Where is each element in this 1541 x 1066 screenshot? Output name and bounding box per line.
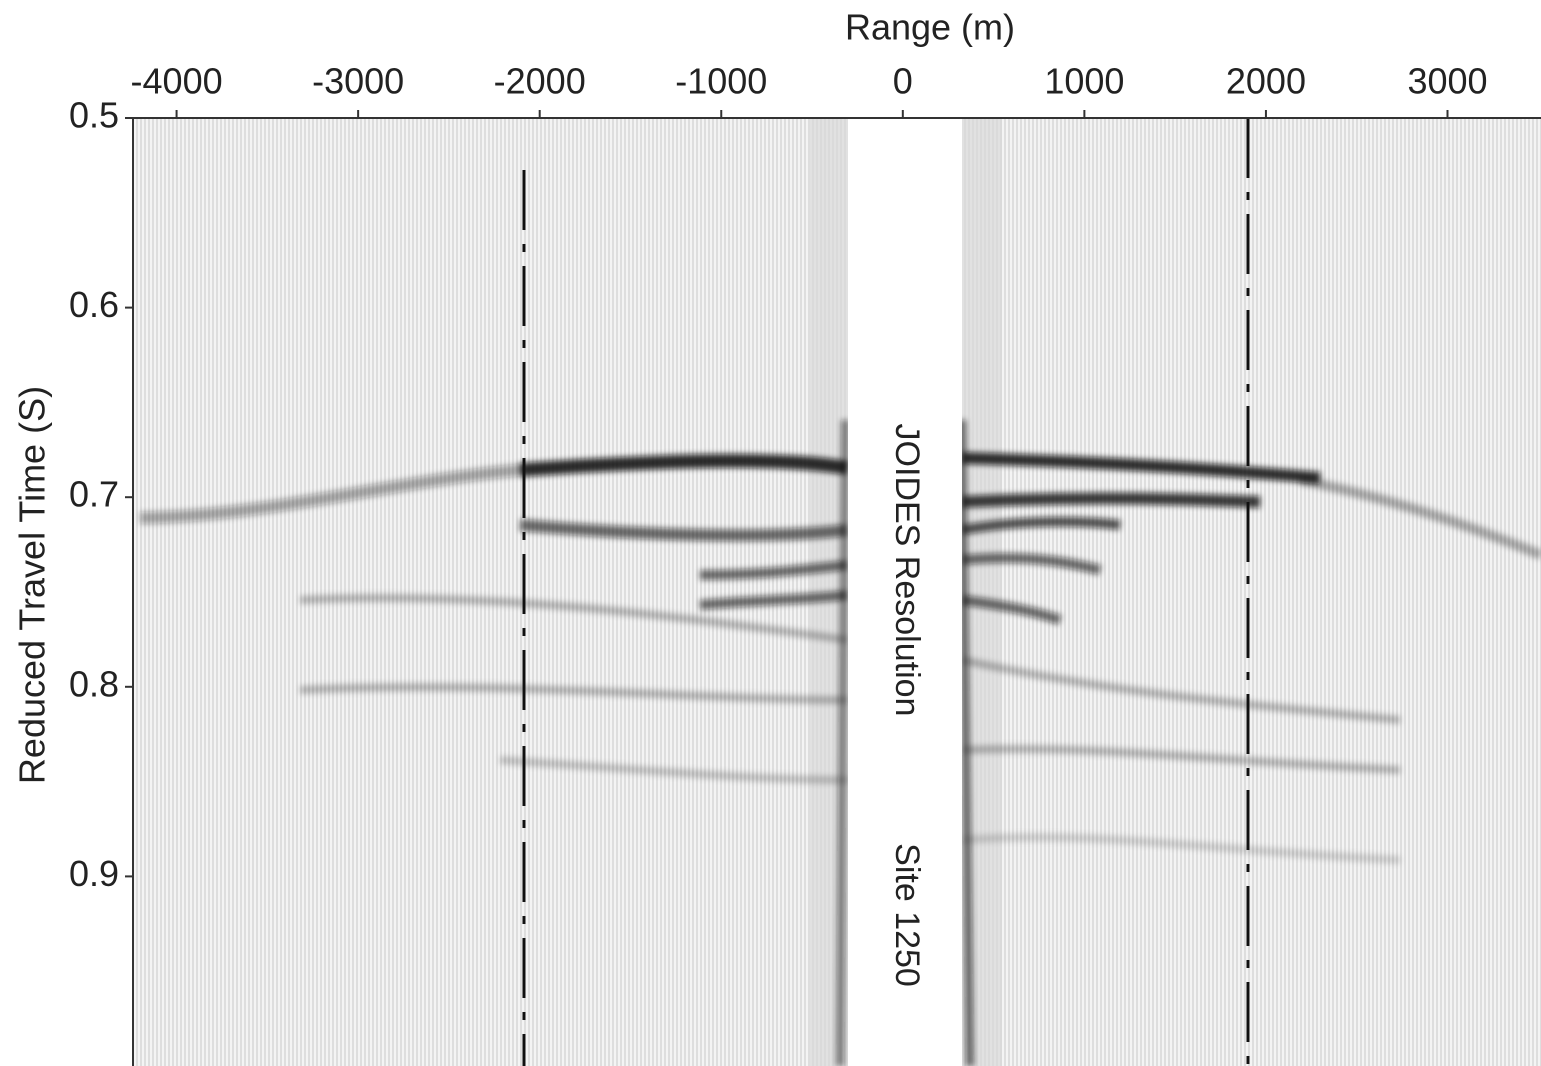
y-tick-label: 0.7 [69,474,119,515]
x-tick-label: 2000 [1226,61,1306,102]
y-tick-label: 0.5 [69,95,119,136]
x-tick-label: -2000 [494,61,586,102]
annotation: Site 1250 [888,843,926,987]
y-axis-title: Reduced Travel Time (S) [12,386,53,784]
seismic-section [133,118,1541,1066]
x-axis-title: Range (m) [845,7,1015,48]
annotation: JOIDES Resolution [888,424,926,717]
x-tick-label: 0 [893,61,913,102]
y-tick-label: 0.8 [69,663,119,704]
y-tick-label: 0.9 [69,853,119,894]
x-tick-label: -4000 [131,61,223,102]
x-tick-label: 3000 [1407,61,1487,102]
x-tick-label: -1000 [675,61,767,102]
y-tick-label: 0.6 [69,284,119,325]
x-tick-label: 1000 [1044,61,1124,102]
x-tick-label: -3000 [312,61,404,102]
